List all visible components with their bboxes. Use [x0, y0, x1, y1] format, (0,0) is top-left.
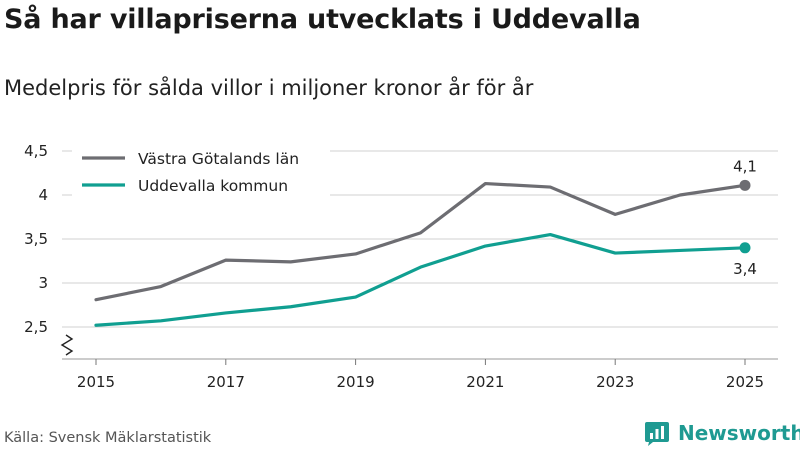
x-tick-label: 2015 [77, 373, 115, 391]
brand-logo: Newsworthy [644, 420, 800, 446]
x-tick-label: 2017 [207, 373, 245, 391]
legend-background [72, 143, 330, 203]
brand-name: Newsworthy [678, 421, 800, 445]
legend-label: Uddevalla kommun [138, 177, 288, 195]
chart-title: Så har villapriserna utvecklats i Uddeva… [4, 4, 641, 35]
x-tick-label: 2021 [466, 373, 504, 391]
axes: 2,5 3 3,5 4 4,5 2015 2017 2019 2021 2023 2025 [24, 142, 778, 391]
series-end-marker [739, 242, 751, 254]
x-tick-label: 2025 [726, 373, 764, 391]
series-line-uddevalla [94, 233, 747, 327]
chart-subtitle: Medelpris för sålda villor i miljoner kr… [4, 76, 534, 100]
series-end-marker [739, 179, 751, 191]
x-tick-label: 2023 [596, 373, 634, 391]
line-chart: 2,5 3 3,5 4 4,5 2015 2017 2019 2021 2023 2025 4,1 3… [24, 142, 778, 391]
legend: Västra Götalands län Uddevalla kommun [72, 143, 330, 203]
series-line-vastra-gotaland [94, 181, 747, 302]
y-tick-label: 3,5 [24, 230, 48, 248]
y-tick-label: 4 [38, 186, 48, 204]
newsworthy-logo-icon [645, 422, 669, 446]
series-lines: 4,1 3,4 [94, 157, 757, 327]
source-note: Källa: Svensk Mäklarstatistik [4, 430, 212, 446]
y-tick-label: 2,5 [24, 318, 48, 336]
axis-break-icon [60, 334, 74, 356]
legend-label: Västra Götalands län [138, 150, 299, 168]
series-end-label: 3,4 [733, 260, 757, 278]
series-end-label: 4,1 [733, 157, 757, 175]
x-tick-label: 2019 [337, 373, 375, 391]
y-tick-label: 3 [38, 274, 48, 292]
y-tick-label: 4,5 [24, 142, 48, 160]
